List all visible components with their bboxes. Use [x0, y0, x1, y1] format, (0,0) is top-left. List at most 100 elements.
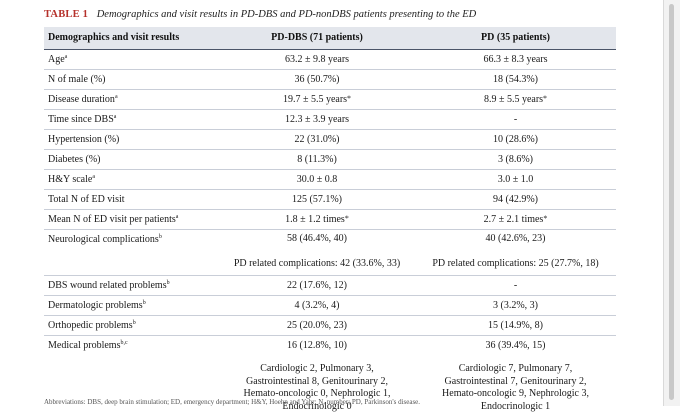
footnote-marker: b	[167, 280, 170, 286]
table-header-row: Demographics and visit results PD-DBS (7…	[44, 27, 616, 50]
row-label: N of male (%)	[48, 74, 105, 85]
table-body: Age a 63.2 ± 9.8 years 66.3 ± 8.3 years N of…	[44, 50, 616, 417]
footnote-marker: a	[176, 214, 179, 220]
cell-pd-dbs: 12.3 ± 3.9 years	[219, 110, 415, 130]
header-pd: PD (35 patients)	[415, 27, 616, 50]
detail-cell-pd: Cardiologic 7, Pulmonary 7,Gastrointesti…	[415, 355, 616, 417]
cell-pd: 18 (54.3%)	[415, 70, 616, 90]
footnote-marker: b	[143, 300, 146, 306]
detail-line: Hemato-oncologic 9, Nephrologic 3,	[419, 388, 612, 401]
header-pd-dbs: PD-DBS (71 patients)	[219, 27, 415, 50]
row-label-cell: Hypertension (%)	[44, 130, 219, 150]
cell-value: 4 (3.2%, 4)	[295, 300, 340, 311]
cell-value: 3.0 ± 1.0	[498, 174, 534, 185]
cell-value: 22 (31.0%)	[295, 134, 340, 145]
row-label-cell: Time since DBSa	[44, 110, 219, 130]
row-label-cell: Medical problemsb,c	[44, 336, 219, 356]
footnote-marker: b	[159, 234, 162, 240]
table-row: Neurological complicationsb 58 (46.4%, 40…	[44, 230, 616, 254]
header-demographics: Demographics and visit results	[44, 27, 219, 50]
row-label: Disease duration	[48, 94, 115, 105]
cell-value: 36 (39.4%, 15)	[486, 340, 546, 351]
row-label-cell: Neurological complicationsb	[44, 230, 219, 254]
cell-pd-dbs: 36 (50.7%)	[219, 70, 415, 90]
detail-line: Cardiologic 2, Pulmonary 3,	[223, 363, 411, 376]
cell-value: 15 (14.9%, 8)	[488, 320, 543, 331]
cell-value: 125 (57.1%)	[292, 194, 342, 205]
cell-pd: 15 (14.9%, 8)	[415, 316, 616, 336]
row-label-cell: DBS wound related problemsb	[44, 276, 219, 296]
cell-value: 12.3 ± 3.9 years	[285, 114, 349, 125]
scrollbar-thumb[interactable]	[669, 4, 674, 400]
table-row: Orthopedic problemsb 25 (20.0%, 23) 15 (14…	[44, 316, 616, 336]
row-label	[44, 355, 219, 417]
detail-cell-dbs: Cardiologic 2, Pulmonary 3,Gastrointesti…	[219, 355, 415, 417]
cell-value: 36 (50.7%)	[295, 74, 340, 85]
cell-pd: 40 (42.6%, 23)	[415, 230, 616, 254]
cell-pd-dbs: 19.7 ± 5.5 years*	[219, 90, 415, 110]
cell-value: 2.7 ± 2.1 times	[484, 214, 544, 225]
significance-marker: *	[543, 94, 547, 103]
row-label: Diabetes (%)	[48, 154, 100, 165]
cell-value: 66.3 ± 8.3 years	[483, 54, 547, 65]
cell-pd-dbs: 8 (11.3%)	[219, 150, 415, 170]
footnote-marker: a	[92, 174, 95, 180]
row-label-cell: Disease durationa	[44, 90, 219, 110]
significance-marker: *	[543, 214, 547, 223]
row-label-cell: Dermatologic problemsb	[44, 296, 219, 316]
cell-value: 3 (3.2%, 3)	[493, 300, 538, 311]
cell-pd-dbs: 25 (20.0%, 23)	[219, 316, 415, 336]
vertical-scrollbar[interactable]	[663, 0, 680, 406]
cell-pd: 3 (3.2%, 3)	[415, 296, 616, 316]
cell-pd-dbs: 30.0 ± 0.8	[219, 170, 415, 190]
footnote-marker: a	[115, 94, 118, 100]
cell-pd: 94 (42.9%)	[415, 190, 616, 210]
detail-line: Gastrointestinal 8, Genitourinary 2,	[223, 376, 411, 389]
cell-value: -	[514, 114, 517, 125]
row-label: Age	[48, 54, 65, 65]
cell-value: 16 (12.8%, 10)	[287, 340, 347, 351]
demographics-table: Demographics and visit results PD-DBS (7…	[44, 27, 616, 417]
cell-pd: PD related complications: 25 (27.7%, 18)	[415, 253, 616, 276]
table-row-subitem: PD related complications: 42 (33.6%, 33)…	[44, 253, 616, 276]
cell-pd: 36 (39.4%, 15)	[415, 336, 616, 356]
row-label: Time since DBS	[48, 114, 114, 125]
row-label-cell: Orthopedic problemsb	[44, 316, 219, 336]
cell-value: -	[514, 280, 517, 291]
cell-value: 58 (46.4%, 40)	[287, 233, 347, 244]
cell-pd-dbs: 1.8 ± 1.2 times*	[219, 210, 415, 230]
cell-pd-dbs: 58 (46.4%, 40)	[219, 230, 415, 254]
cell-pd: 2.7 ± 2.1 times*	[415, 210, 616, 230]
row-label: Total N of ED visit	[48, 194, 125, 205]
row-label: Medical problems	[48, 340, 120, 351]
row-label: Neurological complications	[48, 234, 159, 245]
row-label-cell: N of male (%)	[44, 70, 219, 90]
table-row: N of male (%) 36 (50.7%) 18 (54.3%)	[44, 70, 616, 90]
table-footnote: Abbreviations: DBS, deep brain stimulati…	[44, 398, 420, 406]
footnote-marker: b	[133, 320, 136, 326]
row-label	[44, 253, 219, 276]
table-row-detail: Cardiologic 2, Pulmonary 3,Gastrointesti…	[44, 355, 616, 417]
cell-pd-dbs: 22 (17.6%, 12)	[219, 276, 415, 296]
cell-pd-dbs: PD related complications: 42 (33.6%, 33)	[219, 253, 415, 276]
row-label-cell: Total N of ED visit	[44, 190, 219, 210]
cell-value: 1.8 ± 1.2 times	[285, 214, 345, 225]
row-label: Orthopedic problems	[48, 320, 133, 331]
cell-value: 8 (11.3%)	[297, 154, 337, 165]
cell-value: 30.0 ± 0.8	[297, 174, 338, 185]
table-label: TABLE 1	[44, 9, 88, 20]
cell-pd: 8.9 ± 5.5 years*	[415, 90, 616, 110]
cell-pd-dbs: 63.2 ± 9.8 years	[219, 50, 415, 70]
table-caption: TABLE 1 Demographics and visit results i…	[44, 9, 476, 20]
row-label-cell: Diabetes (%)	[44, 150, 219, 170]
cell-value: 94 (42.9%)	[493, 194, 538, 205]
cell-pd: 3.0 ± 1.0	[415, 170, 616, 190]
cell-value: 63.2 ± 9.8 years	[285, 54, 349, 65]
cell-pd: 3 (8.6%)	[415, 150, 616, 170]
table-row: Total N of ED visit 125 (57.1%) 94 (42.9%)	[44, 190, 616, 210]
cell-value: 25 (20.0%, 23)	[287, 320, 347, 331]
